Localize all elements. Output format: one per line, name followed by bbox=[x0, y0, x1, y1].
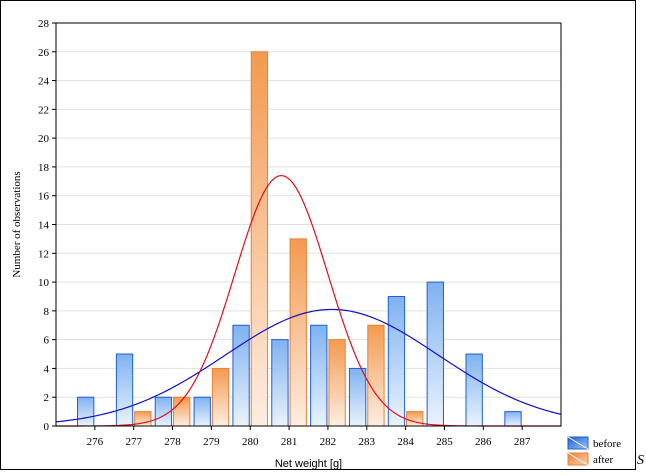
x-tick-label: 281 bbox=[281, 436, 298, 448]
legend-item-before: before bbox=[567, 436, 621, 450]
bars bbox=[77, 51, 522, 427]
bar-after-280 bbox=[250, 51, 269, 427]
y-tick-label: 6 bbox=[44, 335, 50, 347]
x-tick-label: 278 bbox=[164, 436, 181, 448]
fit-curve-before bbox=[55, 308, 562, 423]
y-tick-label: 8 bbox=[44, 306, 50, 318]
chart-frame: 0 2 4 6 8 10 12 14 16 18 20 22 24 26 28 276 277 278 279 28… bbox=[0, 0, 636, 470]
bar-before-279 bbox=[193, 396, 211, 427]
grid-lines bbox=[56, 51, 561, 398]
y-tick-label: 18 bbox=[38, 162, 50, 174]
y-tick-label: 22 bbox=[38, 104, 49, 116]
x-tick-label: 287 bbox=[514, 436, 531, 448]
bar-before-284 bbox=[387, 295, 406, 427]
x-tick-label: 282 bbox=[320, 436, 337, 448]
y-tick-label: 16 bbox=[38, 191, 50, 203]
y-tick-label: 12 bbox=[38, 248, 49, 260]
bar-before-285 bbox=[426, 281, 444, 427]
x-tick-label: 284 bbox=[397, 436, 414, 448]
legend-label-after: after bbox=[593, 454, 613, 466]
y-tick-label: 14 bbox=[38, 220, 50, 232]
y-tick-label: 26 bbox=[38, 47, 50, 59]
x-tick-label: 276 bbox=[87, 436, 104, 448]
x-tick-label: 277 bbox=[125, 436, 142, 448]
x-axis-title: Net weight [g] bbox=[275, 458, 342, 470]
bar-before-283 bbox=[348, 367, 367, 427]
x-tick-label: 283 bbox=[359, 436, 376, 448]
y-tick-label: 4 bbox=[44, 363, 50, 375]
y-tick-label: 0 bbox=[44, 421, 50, 433]
x-tick-label: 285 bbox=[436, 436, 453, 448]
bar-after-281 bbox=[289, 238, 307, 427]
bar-after-278 bbox=[173, 396, 191, 427]
y-tick-label: 24 bbox=[38, 76, 50, 88]
x-axis-ticks: 276 277 278 279 280 281 282 283 284 285 286 287 bbox=[87, 426, 531, 448]
bar-after-279 bbox=[211, 367, 230, 427]
legend-label-before: before bbox=[593, 438, 621, 450]
bar-before-281 bbox=[271, 339, 289, 427]
bar-before-286 bbox=[465, 353, 483, 427]
legend: before after bbox=[567, 436, 621, 466]
bar-before-282 bbox=[310, 324, 328, 427]
x-tick-label: 286 bbox=[475, 436, 492, 448]
y-tick-label: 20 bbox=[38, 133, 50, 145]
y-tick-label: 10 bbox=[38, 277, 50, 289]
corner-text: S bbox=[637, 453, 644, 468]
x-tick-label: 280 bbox=[242, 436, 259, 448]
y-tick-label: 28 bbox=[38, 18, 50, 30]
bar-before-287 bbox=[504, 411, 522, 427]
bar-after-283 bbox=[367, 324, 385, 427]
x-tick-label: 279 bbox=[203, 436, 220, 448]
y-axis-title: Number of observations bbox=[11, 171, 23, 277]
bar-after-282 bbox=[328, 339, 346, 427]
bar-before-276 bbox=[77, 396, 95, 427]
y-tick-label: 2 bbox=[44, 392, 50, 404]
bar-before-277 bbox=[115, 353, 134, 427]
legend-item-after: after bbox=[567, 452, 613, 466]
bar-after-284 bbox=[406, 411, 424, 427]
